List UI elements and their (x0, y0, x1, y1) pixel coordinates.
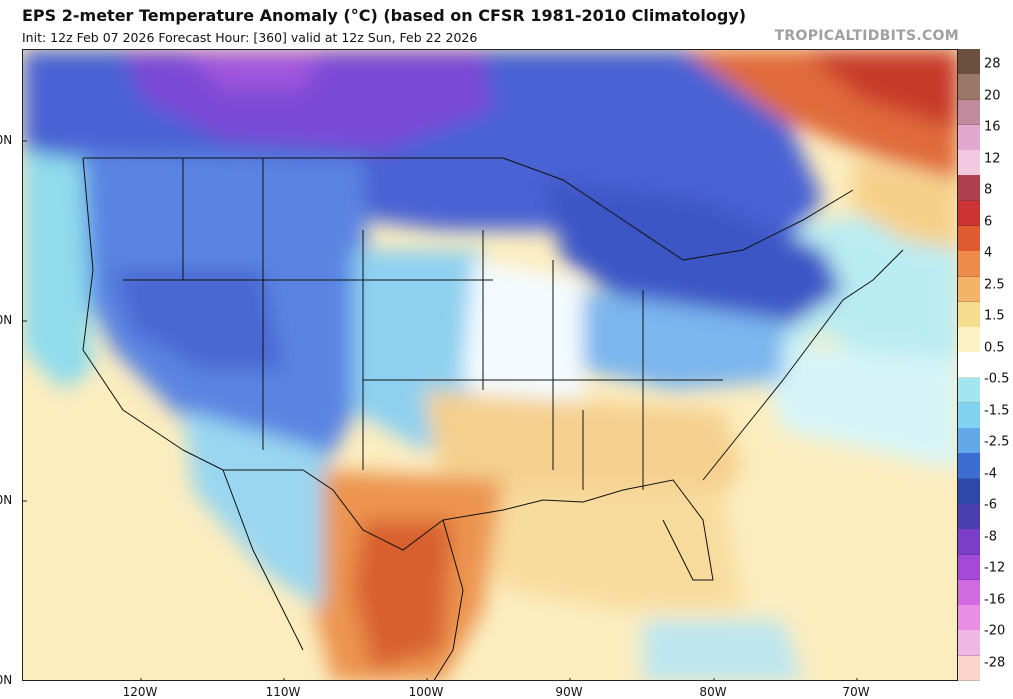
colorbar-label: 8 (984, 182, 993, 198)
labrador-warm-core (803, 50, 957, 130)
forecast-info: Init: 12z Feb 07 2026 Forecast Hour: [36… (22, 30, 478, 45)
colorbar-label: 1.5 (984, 308, 1005, 324)
state-borders (123, 158, 723, 490)
political-borders (82, 157, 904, 680)
colorbar-swatch (958, 453, 980, 480)
ohio-valley-cool (583, 290, 783, 390)
gulf-of-california (222, 469, 304, 651)
colorbar-label: -2.5 (984, 434, 1010, 450)
colorbar-swatch (958, 605, 980, 631)
caribbean-region (643, 620, 803, 680)
colorbar-swatch (958, 428, 980, 454)
anomaly-map-svg (23, 50, 957, 680)
colorbar-swatch (958, 124, 980, 151)
lon-label-110w: 110W (265, 685, 301, 699)
lon-label-70w: 70W (842, 685, 870, 699)
colorbar-swatch (958, 74, 980, 101)
colorbar-label: 28 (984, 56, 1001, 72)
west-coast (82, 157, 184, 451)
atlantic-near-normal (753, 340, 957, 470)
lon-label-90w: 90W (555, 685, 583, 699)
colorbar-label: 16 (984, 119, 1001, 135)
colorbar-label: 12 (984, 151, 1001, 166)
colorbar-label: -12 (984, 560, 1006, 576)
lon-label-100w: 100W (408, 685, 444, 699)
colorbar-label: -28 (984, 655, 1006, 670)
baja-cool-region (183, 410, 323, 610)
site-credit: TROPICALTIDBITS.COM (774, 28, 959, 44)
mexico-warm-core (353, 520, 453, 670)
colorbar-label: -1.5 (984, 403, 1010, 418)
colorbar-legend: 28 20 16 12 8 6 4 2.5 1.5 0.5 -0.5 -1.5 -2.5 -4 -6 -8 -1… (958, 49, 1013, 682)
east-coast (702, 249, 904, 481)
colorbar-swatch (958, 99, 980, 126)
arctic-cold-peak (183, 50, 323, 90)
lat-label-50n: 50N (0, 133, 13, 147)
graticule-ticks (23, 140, 858, 680)
colorbar-swatch (958, 175, 980, 202)
colorbar-swatch (958, 579, 980, 606)
colorbar-swatch (958, 402, 980, 429)
colorbar-swatch (958, 377, 980, 404)
colorbar-label: 6 (984, 214, 993, 229)
colorbar-swatch (958, 630, 980, 657)
colorbar-label: -20 (984, 623, 1006, 639)
great-lakes-border (502, 157, 854, 261)
map-title: EPS 2-meter Temperature Anomaly (°C) (ba… (22, 6, 747, 25)
colorbar-swatch (958, 478, 980, 505)
colorbar-swatch (958, 276, 980, 303)
lon-label-80w: 80W (699, 685, 727, 699)
colorbar-swatch (958, 225, 980, 252)
colorbar-label: 4 (984, 245, 993, 261)
colorbar-swatch (958, 352, 980, 379)
gulf-warm-region (443, 490, 743, 610)
colorbar-swatch (958, 327, 980, 353)
colorbar-label: -4 (984, 466, 997, 481)
great-lakes-cold-region (543, 180, 843, 330)
gulf-coast (442, 479, 714, 581)
colorbar-label: -6 (984, 497, 997, 513)
colorbar-swatch (958, 200, 980, 227)
colorbar-swatch (958, 301, 980, 328)
west-coast-cool (23, 150, 93, 390)
colorbar-swatch (958, 504, 980, 530)
colorbar-swatch (958, 529, 980, 556)
colorbar-label: -16 (984, 592, 1006, 607)
lon-label-120w: 120W (122, 685, 158, 699)
colorbar-swatch (958, 49, 980, 75)
colorbar-swatch (958, 251, 980, 277)
great-basin-cold (113, 270, 283, 370)
mexico-gulf-coast (433, 519, 464, 680)
lat-label-20n: 20N (0, 673, 13, 687)
colorbar-label: 0.5 (984, 340, 1005, 355)
anomaly-map (22, 49, 958, 681)
colorbar-label: -0.5 (984, 371, 1010, 387)
nova-scotia-warm (853, 160, 957, 250)
colorbar-label: 2.5 (984, 277, 1005, 292)
lat-label-30n: 30N (0, 493, 13, 507)
colorbar-swatch (958, 150, 980, 176)
colorbar-swatch (958, 554, 980, 581)
colorbar-label: -8 (984, 529, 997, 544)
lat-label-40n: 40N (0, 313, 13, 327)
colorbar-swatch (958, 655, 980, 682)
colorbar-label: 20 (984, 88, 1001, 103)
